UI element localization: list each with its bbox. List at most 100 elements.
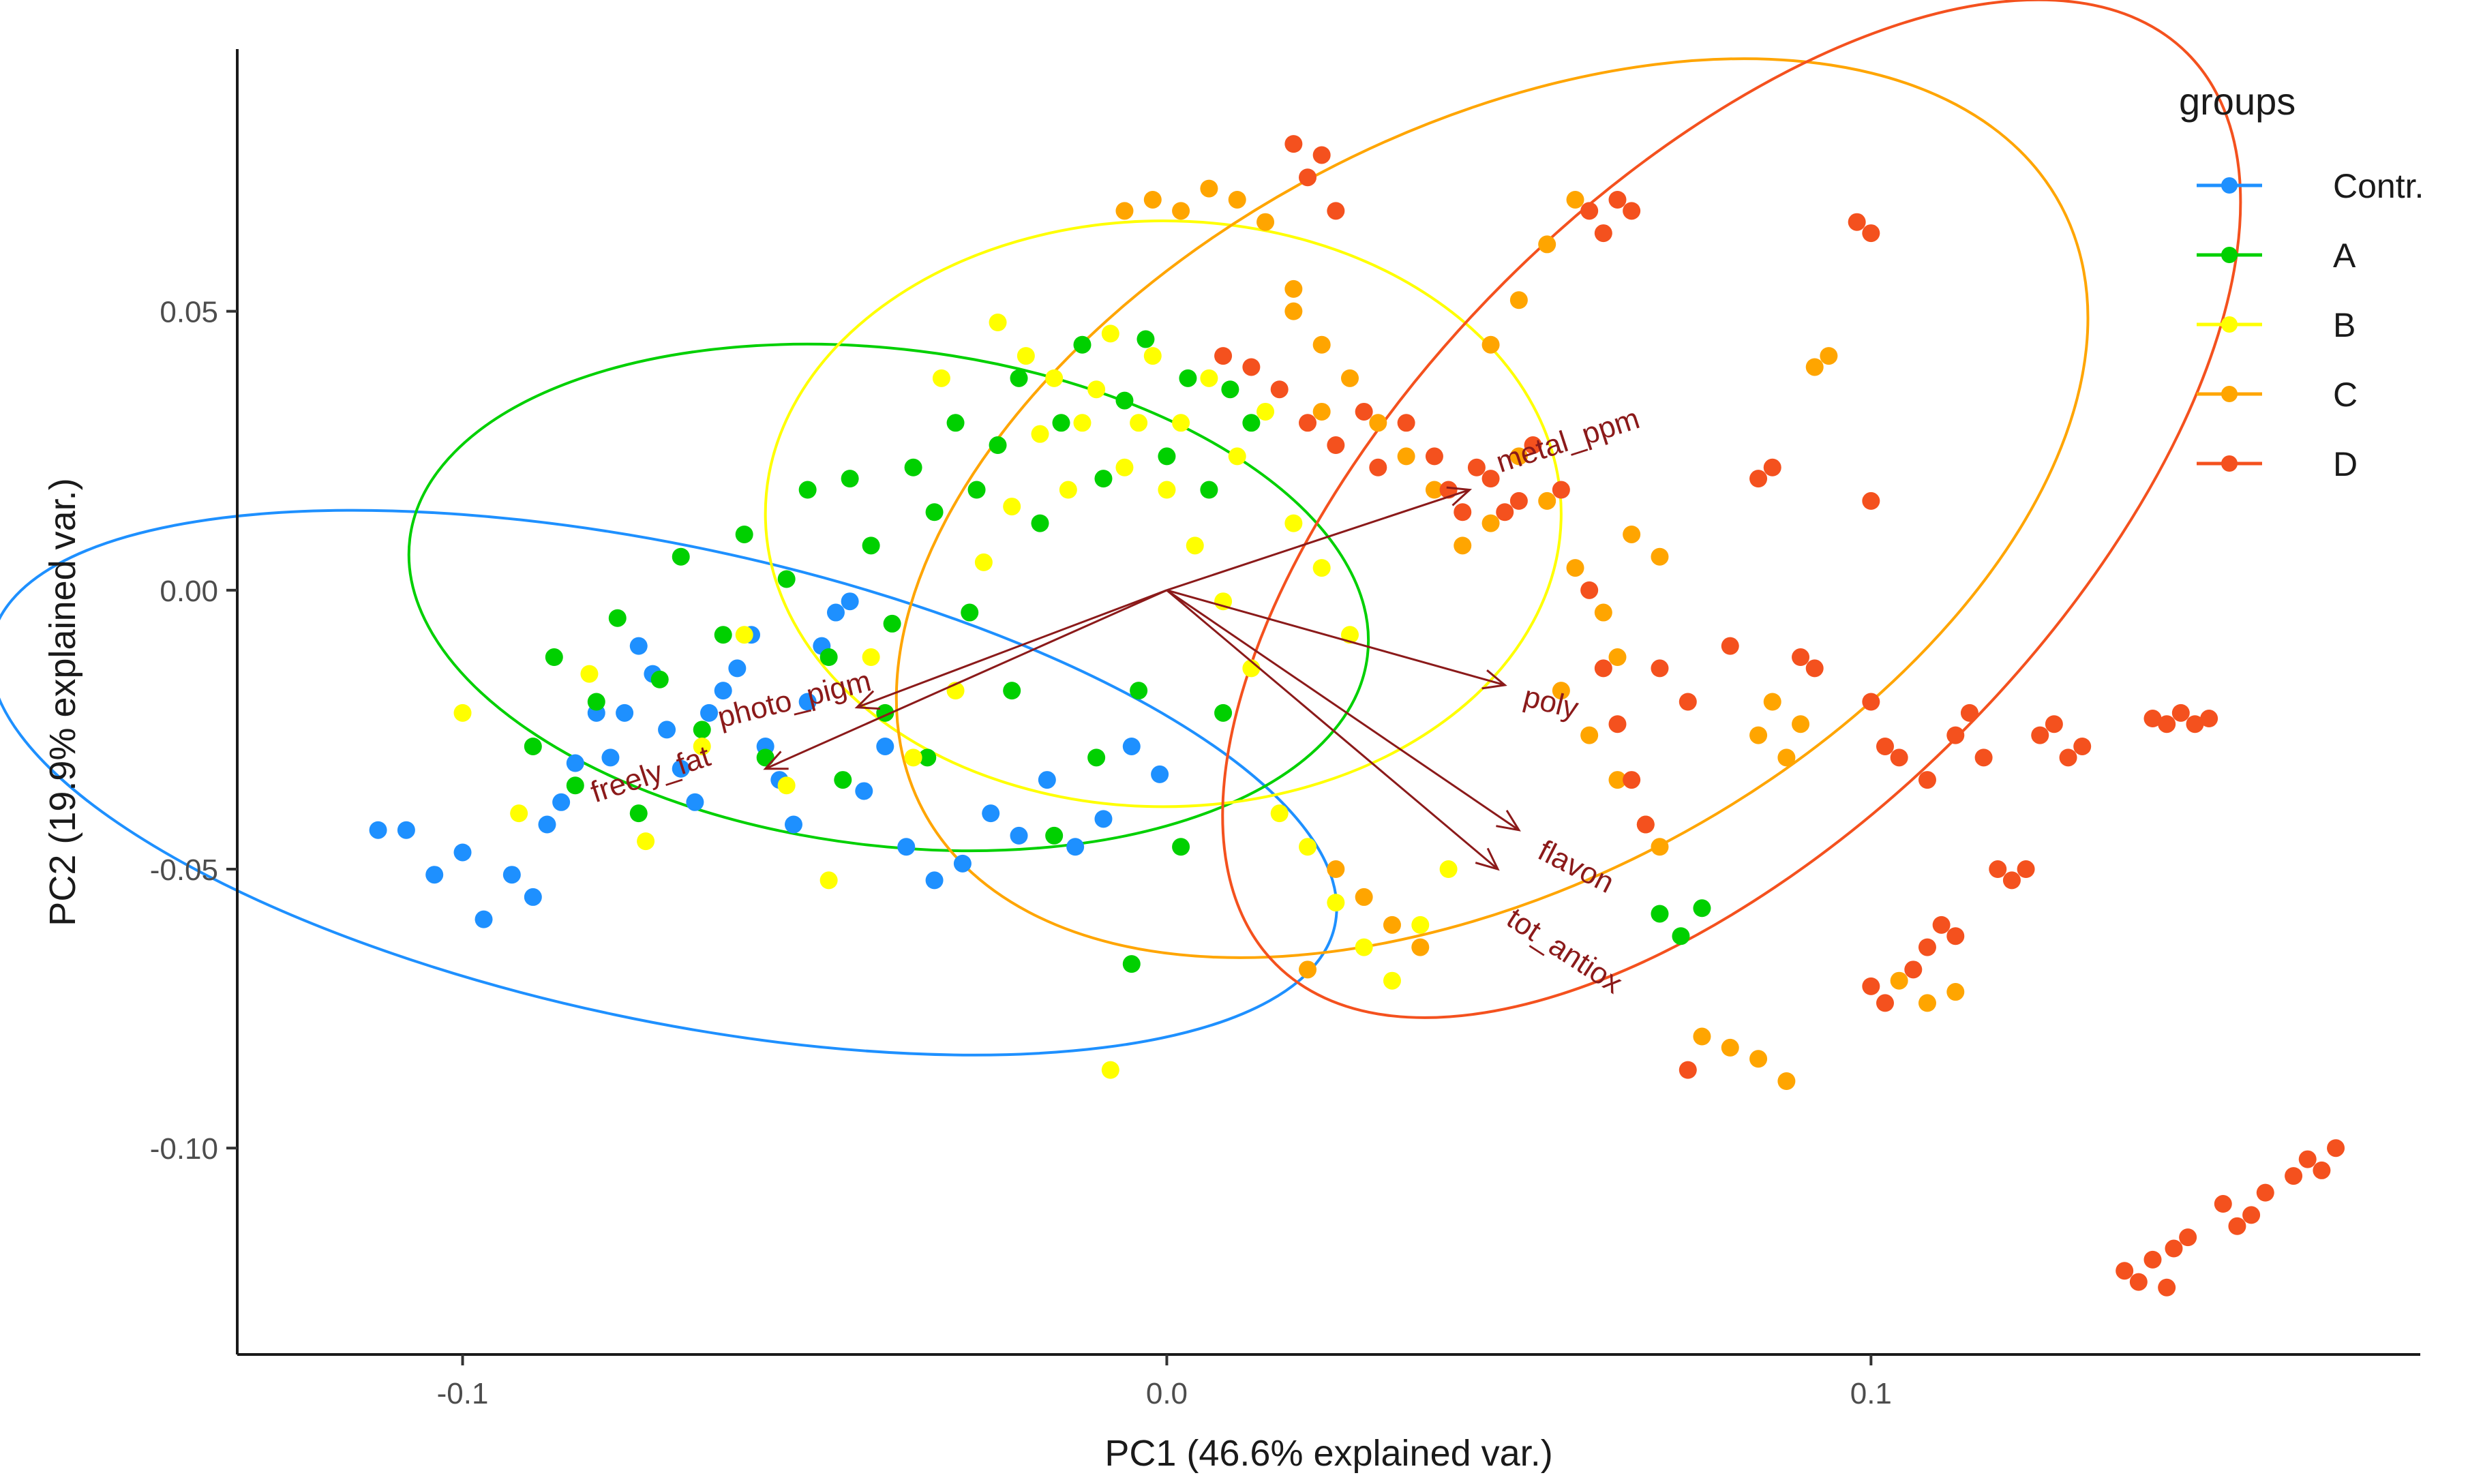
- point-c-25: [1608, 771, 1627, 789]
- point-b-23: [1312, 559, 1331, 577]
- point-d-3: [1327, 202, 1345, 220]
- point-d-36: [1862, 693, 1880, 711]
- point-a-12: [777, 570, 796, 588]
- point-d-39: [1918, 771, 1936, 789]
- point-d-34: [1792, 648, 1810, 667]
- point-c-18: [1509, 447, 1528, 466]
- point-d-60: [2171, 703, 2190, 722]
- point-d-0: [1284, 135, 1303, 153]
- point-c-4: [1228, 190, 1246, 209]
- legend-key-dot-a: [2221, 247, 2238, 263]
- point-d-32: [1749, 470, 1768, 488]
- loading-arrow-freely_fat: [765, 589, 1168, 770]
- point-a-37: [918, 748, 937, 767]
- point-c-23: [1552, 682, 1570, 700]
- confidence-ellipses: [0, 0, 2242, 1057]
- point-c-2: [1172, 202, 1190, 220]
- ellipse-b: [764, 219, 1563, 808]
- point-a-19: [925, 503, 944, 521]
- ellipse-a: [407, 342, 1370, 853]
- point-a-43: [1172, 838, 1190, 856]
- x-tick-label-2: 0.1: [1850, 1377, 1892, 1410]
- y-tick-label-3: -0.10: [150, 1132, 218, 1166]
- point-contr-39: [1122, 737, 1141, 755]
- point-c-29: [1763, 693, 1781, 711]
- point-b-16: [1115, 458, 1134, 476]
- point-a-15: [841, 470, 859, 488]
- point-d-18: [1524, 436, 1542, 455]
- point-d-13: [1454, 503, 1472, 521]
- x-axis-title: PC1 (46.6% explained var.): [1104, 1433, 1552, 1474]
- point-b-42: [989, 314, 1007, 332]
- loading-arrowhead-poly: [1481, 669, 1507, 690]
- point-d-51: [1876, 994, 1894, 1012]
- point-d-37: [1876, 737, 1894, 755]
- point-a-0: [524, 737, 542, 755]
- point-b-34: [1270, 804, 1289, 823]
- point-contr-24: [784, 815, 802, 834]
- point-a-44: [1214, 703, 1233, 722]
- point-a-26: [1073, 335, 1092, 354]
- point-contr-32: [925, 871, 944, 890]
- point-c-43: [1411, 938, 1430, 956]
- point-a-20: [946, 414, 965, 432]
- point-contr-33: [953, 854, 972, 873]
- point-d-19: [1552, 481, 1570, 499]
- point-b-17: [1143, 347, 1162, 365]
- point-a-27: [1094, 470, 1113, 488]
- point-d-62: [2200, 710, 2218, 728]
- loading-arrow-poly: [1167, 589, 1505, 686]
- point-d-58: [2143, 710, 2162, 728]
- point-d-14: [1467, 458, 1486, 476]
- point-contr-2: [425, 866, 444, 884]
- point-d-52: [1904, 960, 1923, 979]
- point-b-39: [1411, 915, 1430, 934]
- point-b-27: [1073, 414, 1092, 432]
- point-a-34: [1242, 414, 1261, 432]
- point-a-45: [1651, 905, 1669, 923]
- point-contr-25: [798, 693, 817, 711]
- point-b-22: [1284, 514, 1303, 532]
- point-c-19: [1538, 491, 1556, 510]
- point-contr-40: [1151, 765, 1169, 783]
- point-contr-30: [876, 737, 894, 755]
- point-a-18: [904, 458, 922, 476]
- point-a-42: [1130, 682, 1148, 700]
- point-d-50: [1862, 977, 1880, 995]
- point-d-22: [1608, 190, 1627, 209]
- point-b-12: [1003, 498, 1021, 516]
- point-b-6: [777, 776, 796, 795]
- point-d-30: [1679, 693, 1697, 711]
- point-d-57: [1862, 224, 1880, 243]
- point-contr-29: [855, 782, 873, 800]
- point-c-10: [1397, 447, 1415, 466]
- point-c-15: [1538, 235, 1556, 254]
- point-c-42: [1383, 915, 1401, 934]
- point-d-54: [1932, 915, 1951, 934]
- point-d-7: [1327, 436, 1345, 455]
- loading-arrowhead-photo_pigm: [854, 690, 880, 710]
- point-a-2: [566, 776, 584, 795]
- point-c-36: [1749, 1050, 1768, 1068]
- point-a-35: [834, 771, 852, 789]
- loading-arrow-metal_ppm: [1166, 489, 1471, 592]
- point-c-8: [1340, 369, 1359, 387]
- point-b-2: [580, 665, 599, 683]
- point-a-4: [608, 609, 627, 627]
- point-d-43: [1989, 860, 2007, 879]
- loading-arrowhead-freely_fat: [763, 751, 789, 770]
- point-d-29: [1651, 659, 1669, 678]
- point-d-56: [1848, 213, 1866, 231]
- point-c-24: [1580, 726, 1599, 744]
- legend-title: groups: [2179, 80, 2296, 123]
- axes: [236, 49, 2420, 1356]
- point-a-41: [1087, 748, 1106, 767]
- point-d-6: [1299, 414, 1317, 432]
- point-d-71: [2116, 1262, 2134, 1280]
- point-d-66: [2256, 1183, 2274, 1202]
- point-d-15: [1481, 470, 1500, 488]
- point-d-61: [2186, 715, 2204, 733]
- point-b-18: [1172, 414, 1190, 432]
- point-d-45: [2017, 860, 2035, 879]
